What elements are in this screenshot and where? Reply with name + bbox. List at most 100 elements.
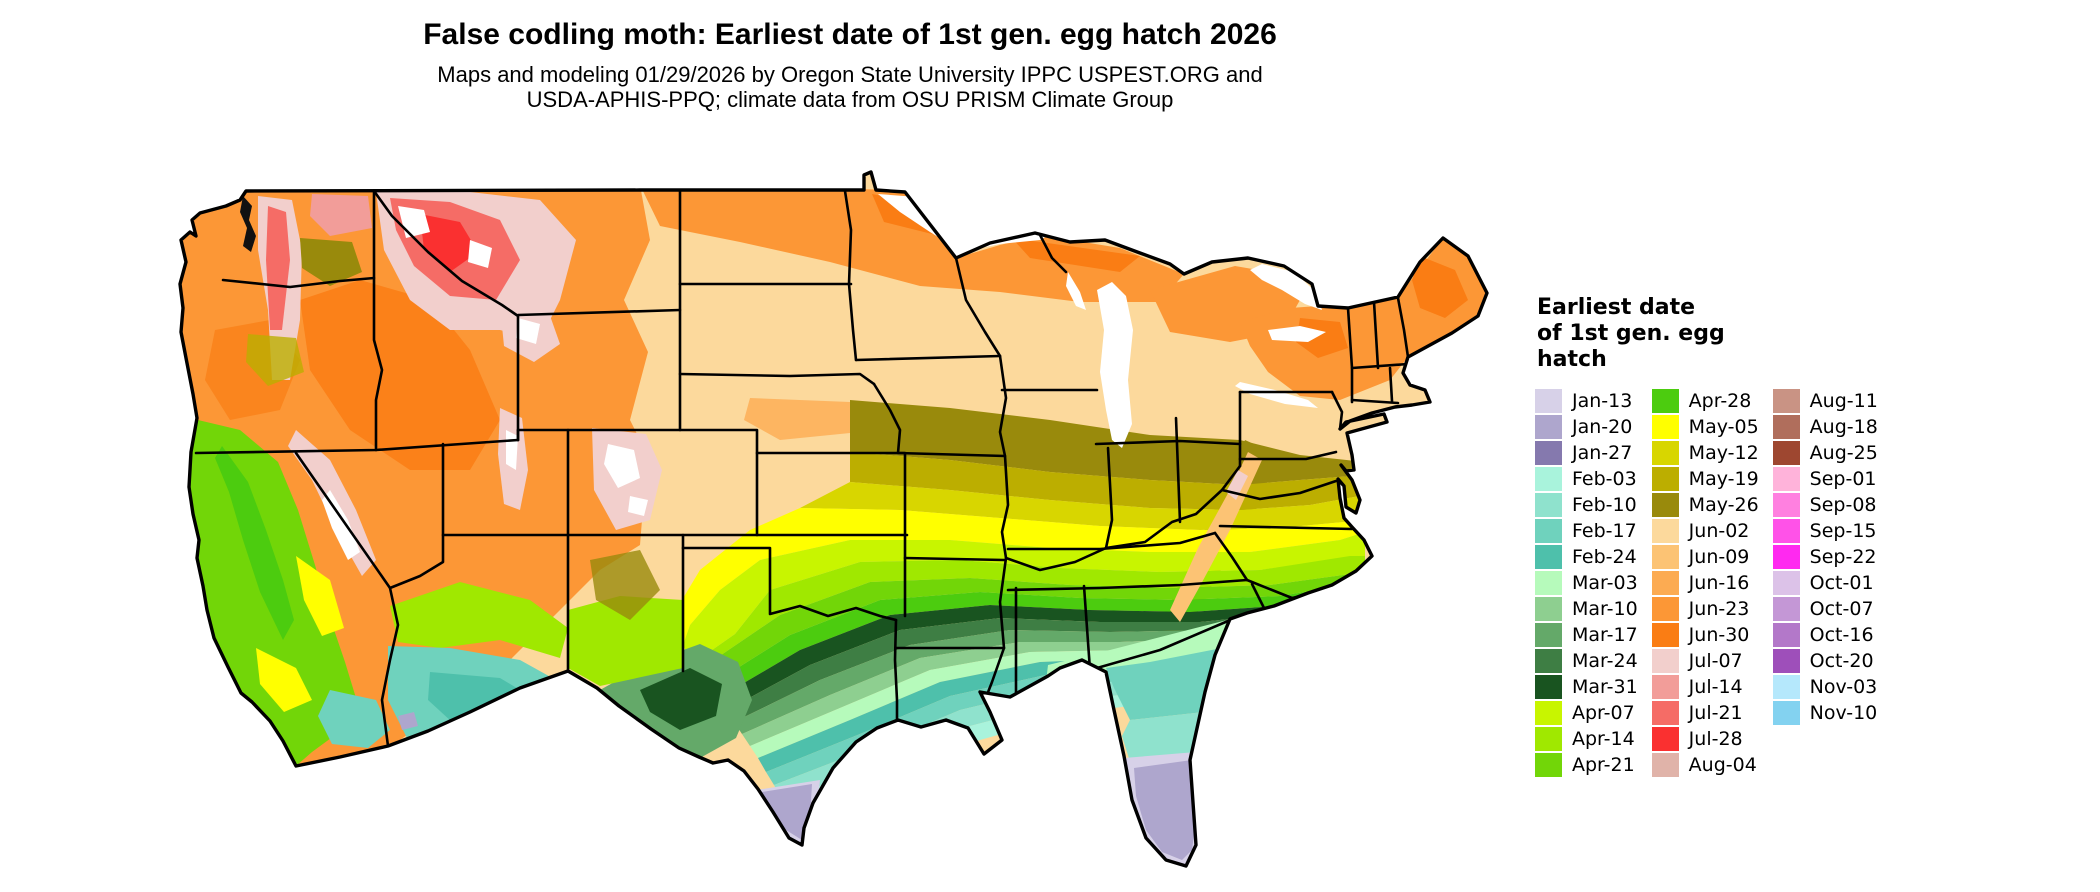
legend-swatch bbox=[1772, 467, 1800, 491]
legend-label: Jul-21 bbox=[1688, 702, 1743, 724]
legend-swatch bbox=[1535, 753, 1562, 777]
region-northeast bbox=[1240, 238, 1487, 400]
legend-row: Apr-28 bbox=[1651, 388, 1759, 414]
legend-row: Sep-01 bbox=[1772, 466, 1878, 492]
band-apr21 bbox=[702, 572, 1365, 684]
region-north-strip bbox=[640, 185, 1184, 302]
legend-label: Feb-10 bbox=[1572, 494, 1637, 516]
legend-row: Mar-10 bbox=[1535, 596, 1638, 622]
legend-swatch bbox=[1651, 441, 1679, 465]
legend-swatch bbox=[1535, 649, 1562, 673]
legend-swatch bbox=[1535, 467, 1562, 491]
legend-label: Mar-24 bbox=[1572, 650, 1638, 672]
legend-row: Apr-07 bbox=[1535, 700, 1638, 726]
state-borders bbox=[194, 188, 1410, 748]
legend-swatch bbox=[1535, 519, 1562, 543]
legend-label: Jun-16 bbox=[1688, 572, 1750, 594]
legend-swatch bbox=[1651, 753, 1679, 777]
legend-label: Sep-15 bbox=[1809, 520, 1877, 542]
legend-swatch bbox=[1772, 441, 1800, 465]
legend-row: Jul-28 bbox=[1651, 726, 1759, 752]
legend-swatch bbox=[1651, 701, 1679, 725]
legend-label: Feb-17 bbox=[1572, 520, 1637, 542]
legend-label: Jul-14 bbox=[1688, 676, 1743, 698]
legend-row: May-19 bbox=[1651, 466, 1759, 492]
legend-row: Jul-14 bbox=[1651, 674, 1759, 700]
legend-swatch bbox=[1535, 675, 1562, 699]
region-colorado-snow bbox=[604, 444, 648, 516]
region-az-lavender-specks bbox=[398, 712, 418, 730]
legend-label: Aug-11 bbox=[1809, 390, 1878, 412]
legend-swatch bbox=[1535, 389, 1562, 413]
legend-swatch bbox=[1535, 441, 1562, 465]
legend-row: Aug-25 bbox=[1772, 440, 1878, 466]
band-may05 bbox=[670, 508, 1365, 645]
legend-column-3: Aug-11 Aug-18 Aug-25 Sep-01 Sep-08 Sep-15 Sep-… bbox=[1772, 388, 1878, 778]
legend-label: Oct-20 bbox=[1809, 650, 1874, 672]
legend-label: Nov-03 bbox=[1809, 676, 1878, 698]
legend-row: Sep-08 bbox=[1772, 492, 1878, 518]
legend-label: May-26 bbox=[1688, 494, 1759, 516]
legend-row: Jun-30 bbox=[1651, 622, 1759, 648]
legend-label: Mar-03 bbox=[1572, 572, 1638, 594]
region-socal-teal bbox=[318, 690, 390, 748]
legend-swatch bbox=[1772, 389, 1800, 413]
legend-label: Jul-28 bbox=[1688, 728, 1743, 750]
region-central-valley bbox=[215, 446, 294, 640]
legend-row: Feb-03 bbox=[1535, 466, 1638, 492]
region-palouse-olive bbox=[300, 238, 362, 286]
legend-row: Mar-31 bbox=[1535, 674, 1638, 700]
legend-swatch bbox=[1535, 701, 1562, 725]
legend-label: May-12 bbox=[1688, 442, 1759, 464]
legend-row: Jan-13 bbox=[1535, 388, 1638, 414]
legend-row: Nov-10 bbox=[1772, 700, 1878, 726]
region-ca-yellow-fringe bbox=[296, 556, 344, 636]
legend-swatch bbox=[1535, 571, 1562, 595]
legend-row: Aug-11 bbox=[1772, 388, 1878, 414]
band-mar24 bbox=[727, 610, 1365, 722]
legend-column-1: Jan-13 Jan-20 Jan-27 Feb-03 Feb-10 Feb-17 Feb-… bbox=[1535, 388, 1638, 778]
legend-swatch bbox=[1651, 649, 1679, 673]
subtitle-line-1: Maps and modeling 01/29/2026 by Oregon S… bbox=[437, 62, 1263, 87]
us-map-svg bbox=[178, 170, 1489, 868]
legend-row: Oct-07 bbox=[1772, 596, 1878, 622]
legend-title: Earliest date of 1st gen. egg hatch bbox=[1537, 295, 1725, 373]
band-mar10 bbox=[742, 625, 1365, 746]
legend-title-line1: Earliest date bbox=[1537, 295, 1696, 320]
legend-row: Jun-16 bbox=[1651, 570, 1759, 596]
legend-swatch bbox=[1651, 727, 1679, 751]
legend-label: Apr-28 bbox=[1688, 390, 1752, 412]
legend-row: Mar-24 bbox=[1535, 648, 1638, 674]
region-newa-red bbox=[310, 194, 372, 236]
lake-michigan bbox=[1097, 282, 1133, 448]
legend-swatch bbox=[1535, 727, 1562, 751]
legend-swatch bbox=[1772, 597, 1800, 621]
region-cascades-red bbox=[266, 206, 290, 330]
legend-swatch bbox=[1651, 571, 1679, 595]
legend-label: Jun-23 bbox=[1688, 598, 1750, 620]
legend-row: Jul-07 bbox=[1651, 648, 1759, 674]
legend-column-2: Apr-28 May-05 May-12 May-19 May-26 Jun-02 Jun-… bbox=[1651, 388, 1759, 778]
legend-label: Mar-31 bbox=[1572, 676, 1638, 698]
subtitle-line-2: USDA-APHIS-PPQ; climate data from OSU PR… bbox=[526, 87, 1174, 112]
legend-swatch bbox=[1772, 519, 1800, 543]
legend-swatch bbox=[1651, 675, 1679, 699]
legend-label: Sep-01 bbox=[1809, 468, 1877, 490]
region-az-green-arc bbox=[390, 582, 568, 658]
legend-swatch bbox=[1535, 623, 1562, 647]
legend-swatch bbox=[1772, 415, 1800, 439]
legend-label: Mar-10 bbox=[1572, 598, 1638, 620]
lake-ontario bbox=[1268, 326, 1326, 342]
legend-label: Jun-02 bbox=[1688, 520, 1750, 542]
legend-label: Mar-17 bbox=[1572, 624, 1638, 646]
legend-row: Nov-03 bbox=[1772, 674, 1878, 700]
legend-row: May-12 bbox=[1651, 440, 1759, 466]
legend-row: Feb-10 bbox=[1535, 492, 1638, 518]
legend-swatch bbox=[1651, 493, 1679, 517]
region-florida-south bbox=[1134, 760, 1196, 860]
legend-swatch bbox=[1535, 493, 1562, 517]
region-transpecos-dark bbox=[640, 668, 722, 730]
legend-row: Oct-01 bbox=[1772, 570, 1878, 596]
legend-row: Aug-04 bbox=[1651, 752, 1759, 778]
region-nebraska-sandhills bbox=[744, 398, 860, 440]
